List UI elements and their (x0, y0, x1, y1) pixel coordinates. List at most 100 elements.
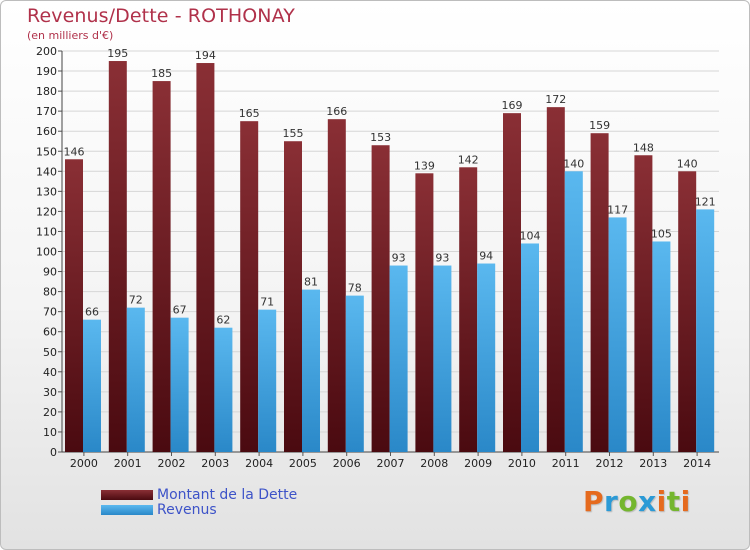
y-tick-label: 20 (43, 406, 57, 419)
bar-debt-2001 (108, 61, 127, 453)
x-tick-label-2010: 2010 (508, 457, 536, 470)
bar-debt-2008 (415, 173, 434, 452)
data-labels: 146 66 195 72 185 67 194 62 165 71 155 81 166 78 153 93… (64, 47, 716, 327)
bar-revenue-2014 (696, 209, 715, 452)
y-tick-label: 90 (43, 266, 57, 279)
data-label-debt-2004: 165 (239, 107, 260, 120)
y-tick-label: 190 (36, 65, 57, 78)
data-label-debt-2000: 146 (64, 145, 85, 158)
bar-debt-2000 (65, 159, 83, 452)
x-tick-label-2006: 2006 (333, 457, 361, 470)
data-label-revenue-2009: 94 (479, 250, 493, 263)
y-tick-label: 40 (43, 366, 57, 379)
x-tick-label-2009: 2009 (464, 457, 492, 470)
logo-letter: P (583, 485, 605, 518)
data-label-revenue-2004: 71 (260, 296, 274, 309)
data-label-revenue-2013: 105 (651, 227, 672, 240)
proxiti-logo: Proxiti (583, 485, 691, 518)
data-label-debt-2011: 172 (545, 93, 566, 106)
y-tick-label: 10 (43, 426, 57, 439)
bar-debt-2014 (678, 171, 697, 453)
bar-revenue-2011 (564, 171, 583, 453)
x-tick-label-2014: 2014 (683, 457, 711, 470)
data-label-debt-2014: 140 (677, 157, 698, 170)
bar-revenue-2007 (389, 265, 408, 452)
data-label-revenue-2000: 66 (85, 306, 99, 319)
bar-revenue-2010 (521, 243, 539, 452)
y-tick-label: 70 (43, 306, 57, 319)
data-label-revenue-2011: 140 (563, 157, 584, 170)
bar-debt-2011 (546, 107, 565, 452)
bar-debt-2006 (327, 119, 346, 453)
x-tick-label-2002: 2002 (158, 457, 186, 470)
bar-revenue-2008 (433, 265, 452, 452)
y-tick-label: 120 (36, 205, 57, 218)
y-tick-label: 0 (50, 446, 57, 459)
bar-revenue-2005 (302, 289, 320, 452)
data-label-debt-2001: 195 (107, 47, 128, 60)
data-label-debt-2006: 166 (326, 105, 347, 118)
logo-letter: i (656, 485, 667, 518)
legend-swatch-revenue (101, 505, 153, 515)
x-tick-label-2004: 2004 (245, 457, 273, 470)
data-label-revenue-2010: 104 (520, 229, 541, 242)
bar-revenue-2006 (345, 295, 364, 452)
logo-letter: t (666, 485, 681, 518)
bar-revenue-2013 (652, 241, 671, 452)
bar-revenue-2002 (170, 317, 189, 452)
data-label-debt-2002: 185 (151, 67, 172, 80)
x-tick-label-2008: 2008 (420, 457, 448, 470)
logo-letter: i (680, 485, 691, 518)
bar-revenue-2000 (83, 319, 101, 452)
data-label-debt-2013: 148 (633, 141, 654, 154)
chart-title: Revenus/Dette - ROTHONAY (27, 5, 295, 27)
bar-revenue-2004 (258, 309, 277, 452)
x-tick-label-2013: 2013 (639, 457, 667, 470)
x-tick-label-2011: 2011 (552, 457, 580, 470)
y-tick-label: 160 (36, 125, 57, 138)
data-label-debt-2008: 139 (414, 159, 435, 172)
bar-debt-2002 (152, 81, 171, 452)
bar-debt-2009 (459, 167, 478, 453)
legend-label-debt: Montant de la Dette (157, 487, 298, 503)
data-label-debt-2007: 153 (370, 131, 391, 144)
y-tick-label: 140 (36, 165, 57, 178)
legend-label-revenue: Revenus (157, 502, 217, 518)
y-tick-label: 60 (43, 326, 57, 339)
bar-debt-2007 (371, 145, 390, 453)
bar-debt-2003 (196, 63, 215, 452)
bar-revenue-2009 (477, 263, 496, 452)
data-label-revenue-2005: 81 (304, 276, 318, 289)
x-tick-label-2000: 2000 (70, 457, 98, 470)
x-tick-label-2007: 2007 (377, 457, 405, 470)
data-label-revenue-2014: 121 (695, 195, 716, 208)
y-tick-label: 130 (36, 185, 57, 198)
bar-debt-2004 (240, 121, 259, 453)
data-label-debt-2005: 155 (283, 127, 304, 140)
data-label-revenue-2012: 117 (607, 203, 628, 216)
bar-debt-2013 (634, 155, 653, 452)
data-label-revenue-2001: 72 (129, 294, 143, 307)
y-tick-label: 200 (36, 45, 57, 58)
data-label-debt-2010: 169 (502, 99, 523, 112)
y-tick-label: 110 (36, 225, 57, 238)
logo-letter: r (604, 485, 619, 518)
bar-revenue-2001 (126, 307, 145, 452)
bar-debt-2012 (590, 133, 609, 452)
logo-letter: x (638, 485, 657, 518)
bars (65, 61, 715, 453)
data-label-revenue-2006: 78 (348, 282, 362, 295)
y-tick-label: 80 (43, 286, 57, 299)
y-tick-label: 100 (36, 246, 57, 259)
data-label-debt-2012: 159 (589, 119, 610, 132)
legend-swatch-debt (101, 490, 153, 500)
bar-revenue-2003 (214, 327, 233, 452)
y-tick-label: 170 (36, 105, 57, 118)
y-tick-label: 150 (36, 145, 57, 158)
bar-debt-2010 (503, 113, 521, 452)
data-label-debt-2009: 142 (458, 153, 479, 166)
y-tick-label: 30 (43, 386, 57, 399)
bar-debt-2005 (284, 141, 302, 452)
